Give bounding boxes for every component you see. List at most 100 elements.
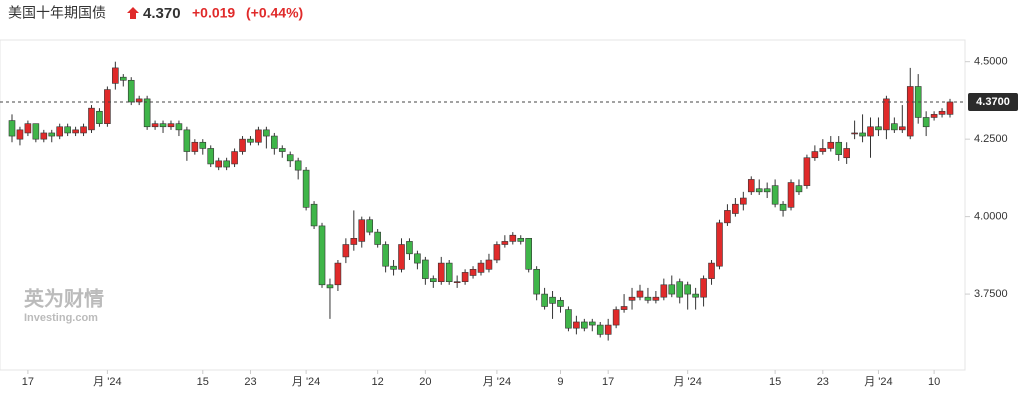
candle-body <box>72 129 79 134</box>
candle-body <box>453 281 461 283</box>
watermark: 英为财情 <box>24 286 104 310</box>
x-tick-label: 12 <box>372 376 384 388</box>
candle-body <box>493 244 501 261</box>
candle-body <box>747 179 755 193</box>
candle-body <box>302 169 310 208</box>
candle-body <box>191 141 199 152</box>
candle-body <box>906 86 914 137</box>
candle-body <box>668 284 676 295</box>
candle-body <box>620 306 628 310</box>
candle-body <box>573 321 580 329</box>
candle-body <box>64 126 71 134</box>
candle-body <box>922 117 930 128</box>
candle-body <box>199 141 207 149</box>
change-pct: (+0.44%) <box>246 5 303 21</box>
candle-body <box>588 321 596 326</box>
candle-body <box>350 238 358 245</box>
candle-body <box>851 132 858 135</box>
candle-body <box>883 98 890 131</box>
y-tick-label: 4.0000 <box>974 211 1008 223</box>
candle-body <box>692 293 699 298</box>
candle-body <box>485 259 493 270</box>
x-tick-label: 月 '24 <box>483 376 511 388</box>
candle-body <box>167 123 175 128</box>
chart-title: 美国十年期国债 <box>8 5 106 21</box>
candle-body <box>803 157 811 186</box>
candle-body <box>612 309 620 326</box>
candle-body <box>342 244 350 258</box>
candle-body <box>422 259 429 279</box>
candle-body <box>215 160 222 168</box>
candle-body <box>771 185 779 205</box>
candle-body <box>930 114 938 118</box>
candle-body <box>525 238 532 270</box>
candle-body <box>366 219 374 233</box>
x-tick-label: 15 <box>197 376 209 388</box>
candle-body <box>779 203 787 211</box>
candle-body <box>112 67 119 84</box>
candle-body <box>533 268 540 295</box>
candle-body <box>223 160 230 168</box>
candle-body <box>477 262 485 273</box>
candle-body <box>318 225 326 286</box>
candle-body <box>207 148 215 165</box>
candle-body <box>946 101 954 115</box>
candle-body <box>96 110 103 124</box>
watermark-sub: Investing.com <box>24 312 98 324</box>
candle-body <box>541 293 548 307</box>
y-tick-label: 4.2500 <box>974 133 1008 145</box>
last-price-box <box>968 92 1018 111</box>
candle-body <box>414 253 421 264</box>
candle-body <box>899 126 906 131</box>
candle-body <box>549 296 556 304</box>
candle-body <box>8 120 16 137</box>
x-tick-label: 月 '24 <box>292 376 320 388</box>
candle-body <box>811 151 819 159</box>
candle-body <box>390 265 397 270</box>
candle-body <box>684 284 691 295</box>
candle-body <box>247 138 254 143</box>
candle-body <box>501 241 509 245</box>
candle-body <box>835 141 843 155</box>
candle-body <box>660 284 668 298</box>
candle-body <box>294 160 302 171</box>
candle-body <box>708 262 715 279</box>
x-tick-label: 20 <box>419 376 431 388</box>
candle-body <box>80 126 87 134</box>
candle-body <box>374 231 381 245</box>
candle-body <box>644 296 652 301</box>
candle-body <box>255 129 262 143</box>
candle-body <box>231 151 238 165</box>
candle-body <box>581 321 588 329</box>
x-tick-label: 10 <box>928 376 940 388</box>
x-tick-label: 月 '24 <box>673 376 701 388</box>
candle-body <box>40 132 48 140</box>
candle-body <box>263 129 270 137</box>
candle-body <box>509 234 517 242</box>
candle-body <box>867 126 874 137</box>
candle-body <box>334 262 342 286</box>
x-tick-label: 17 <box>22 376 34 388</box>
price: 4.370 <box>143 5 181 22</box>
candle-body <box>143 98 151 128</box>
candle-body <box>716 222 723 267</box>
y-tick-label: 3.7500 <box>974 288 1008 300</box>
candle-body <box>159 123 167 128</box>
candle-body <box>843 148 850 159</box>
candle-body <box>827 141 835 149</box>
x-tick-label: 23 <box>817 376 829 388</box>
candle-body <box>732 203 739 214</box>
candle-body <box>16 129 24 140</box>
candle-body <box>636 290 644 298</box>
candle-body <box>819 148 827 152</box>
candle-body <box>183 129 191 152</box>
candle-body <box>24 123 32 134</box>
candle-body <box>88 107 95 131</box>
candle-body <box>763 188 771 193</box>
candle-body <box>32 123 40 140</box>
candle-body <box>48 132 56 137</box>
x-tick-label: 月 '24 <box>93 376 121 388</box>
candle-body <box>700 278 707 298</box>
candle-body <box>406 241 413 255</box>
